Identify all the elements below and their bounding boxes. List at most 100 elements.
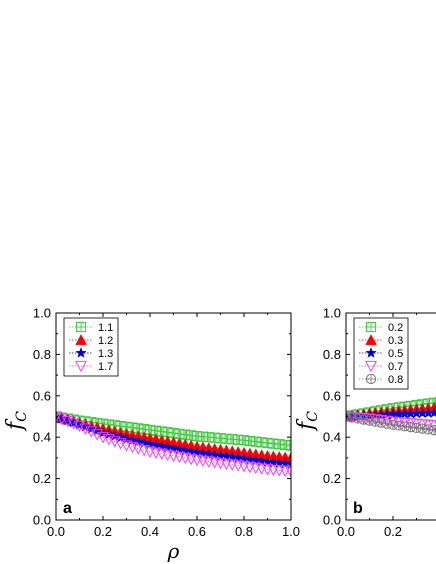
y-tick-label: 0.8: [33, 347, 51, 362]
y-tick-label: 0.0: [33, 513, 51, 528]
x-tick-label: 0.0: [47, 524, 65, 539]
legend-marker-0.2: [365, 321, 377, 333]
panel-label: b: [353, 500, 363, 517]
panel-b: 0.00.20.40.60.81.00.00.20fC0.20.30.50.70…: [294, 306, 436, 539]
panel-a: 0.0 0.2 0.4 0.6 0.8 1.0 0.0 0.2 0.4 0.6 0.8 1.0 fC ρ 1…: [3, 306, 300, 564]
x-tick-label: 0.0: [337, 524, 355, 539]
legend-label-1.7: 1.7: [98, 361, 113, 373]
y-tick-label: 0.4: [33, 430, 51, 445]
legend-marker-1.7: [74, 360, 88, 373]
legend-marker-0.8: [365, 373, 377, 385]
data-point-1.1: [221, 433, 232, 444]
data-point-1.1: [197, 431, 208, 442]
data-point-1.1: [203, 432, 214, 443]
data-point-1.7: [91, 429, 104, 441]
data-point-1.3: [79, 420, 92, 432]
data-point-0.8: [417, 423, 428, 434]
y-tick-label: 0.6: [33, 388, 51, 403]
y-tick-label: 1.0: [33, 306, 51, 321]
data-point-0.8: [429, 425, 436, 436]
data-point-1.1: [233, 434, 244, 445]
data-point-1.1: [274, 439, 285, 450]
y-axis-title-subscript: C: [14, 411, 30, 422]
data-point-0.8: [411, 422, 422, 433]
data-point-1.1: [268, 438, 279, 449]
plot-area: [56, 410, 291, 478]
legend-label-0.7: 0.7: [388, 361, 403, 373]
data-point-1.1: [280, 439, 291, 450]
data-point-0.8: [352, 413, 363, 424]
y-tick-label: 0.8: [323, 347, 341, 362]
data-point-1.1: [180, 429, 191, 440]
data-point-0.5: [428, 406, 436, 418]
legend-marker-0.5: [365, 347, 377, 358]
legend: 0.20.30.50.70.8: [353, 317, 409, 390]
data-point-1.1: [209, 432, 220, 443]
data-point-1.2: [285, 452, 291, 463]
y-axis-title: fC: [3, 411, 30, 432]
legend-marker-0.7: [364, 360, 378, 373]
y-tick-label: 0.2: [323, 471, 341, 486]
legend-label-0.3: 0.3: [388, 335, 403, 347]
data-point-0.2: [434, 396, 436, 408]
x-tick-label: 1.0: [282, 524, 300, 539]
legend-marker-1.3: [75, 347, 87, 358]
legend: 1.11.21.31.7: [63, 317, 119, 377]
data-point-0.8: [370, 416, 381, 427]
y-tick-label: 0.0: [323, 513, 341, 528]
data-point-1.3: [114, 431, 127, 443]
y-tick-label: 0.6: [323, 388, 341, 403]
data-point-1.1: [191, 431, 203, 442]
series-line-1.7: [56, 416, 291, 472]
y-axis-title-subscript: C: [305, 411, 321, 422]
legend-label-0.8: 0.8: [388, 374, 403, 386]
x-tick-label: 0.2: [384, 524, 402, 539]
data-point-0.8: [405, 422, 416, 433]
data-point-1.1: [238, 435, 250, 446]
x-tick-label: 0.4: [141, 524, 159, 539]
legend-label-1.2: 1.2: [98, 335, 113, 347]
x-tick-label: 0.8: [235, 524, 253, 539]
legend-label-0.5: 0.5: [388, 348, 403, 360]
data-point-0.8: [364, 415, 375, 426]
data-point-1.7: [73, 420, 86, 433]
legend-box: [353, 317, 409, 390]
legend-marker-0.3: [365, 334, 377, 345]
data-point-0.8: [346, 412, 357, 423]
data-point-0.8: [393, 420, 404, 431]
data-point-0.8: [358, 414, 369, 425]
data-point-0.8: [387, 419, 399, 430]
legend-marker-1.2: [75, 334, 87, 345]
data-point-0.8: [382, 418, 393, 429]
panel-label: a: [63, 500, 72, 517]
data-point-0.8: [399, 421, 410, 432]
y-axis-title: fC: [294, 411, 321, 432]
legend-label-1.3: 1.3: [98, 348, 113, 360]
data-point-1.1: [244, 435, 255, 447]
data-point-1.7: [79, 423, 92, 435]
data-point-0.8: [423, 424, 434, 435]
data-point-1.7: [284, 466, 291, 478]
y-tick-label: 1.0: [323, 306, 341, 321]
data-point-1.7: [85, 426, 98, 438]
y-tick-label: 0.4: [323, 430, 341, 445]
data-point-1.1: [227, 434, 238, 445]
data-point-0.8: [434, 427, 436, 435]
data-point-0.8: [346, 411, 352, 422]
data-point-1.1: [262, 437, 273, 449]
data-point-1.1: [250, 436, 261, 447]
x-tick-label: 0.2: [94, 524, 112, 539]
data-point-1.3: [120, 433, 133, 445]
plot-area: [346, 396, 436, 436]
data-point-1.1: [256, 437, 267, 448]
x-axis-title: ρ: [167, 539, 180, 563]
legend-marker-1.1: [75, 321, 87, 333]
data-point-1.1: [186, 430, 197, 441]
y-tick-label: 0.2: [33, 471, 51, 486]
x-tick-label: 0.6: [188, 524, 206, 539]
legend-label-1.1: 1.1: [98, 322, 113, 334]
data-point-1.1: [168, 427, 179, 439]
data-point-0.8: [376, 417, 387, 428]
data-point-1.1: [174, 428, 185, 439]
